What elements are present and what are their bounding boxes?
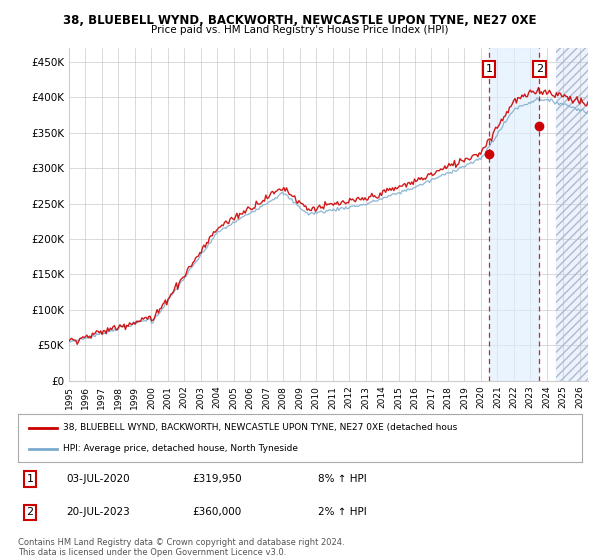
Text: £360,000: £360,000 xyxy=(192,507,241,517)
Text: 38, BLUEBELL WYND, BACKWORTH, NEWCASTLE UPON TYNE, NE27 0XE (detached hous: 38, BLUEBELL WYND, BACKWORTH, NEWCASTLE … xyxy=(63,423,457,432)
Text: 1: 1 xyxy=(26,474,34,484)
Bar xyxy=(556,48,588,381)
Text: 2% ↑ HPI: 2% ↑ HPI xyxy=(318,507,367,517)
Text: £319,950: £319,950 xyxy=(192,474,242,484)
Text: HPI: Average price, detached house, North Tyneside: HPI: Average price, detached house, Nort… xyxy=(63,444,298,453)
Text: 2: 2 xyxy=(536,64,543,74)
Text: 8% ↑ HPI: 8% ↑ HPI xyxy=(318,474,367,484)
Text: 2: 2 xyxy=(26,507,34,517)
Bar xyxy=(489,48,539,381)
Text: 1: 1 xyxy=(485,64,493,74)
Bar xyxy=(556,48,588,381)
Text: 38, BLUEBELL WYND, BACKWORTH, NEWCASTLE UPON TYNE, NE27 0XE: 38, BLUEBELL WYND, BACKWORTH, NEWCASTLE … xyxy=(63,14,537,27)
Text: Price paid vs. HM Land Registry's House Price Index (HPI): Price paid vs. HM Land Registry's House … xyxy=(151,25,449,35)
Text: 03-JUL-2020: 03-JUL-2020 xyxy=(66,474,130,484)
Text: Contains HM Land Registry data © Crown copyright and database right 2024.
This d: Contains HM Land Registry data © Crown c… xyxy=(18,538,344,557)
Text: 20-JUL-2023: 20-JUL-2023 xyxy=(66,507,130,517)
